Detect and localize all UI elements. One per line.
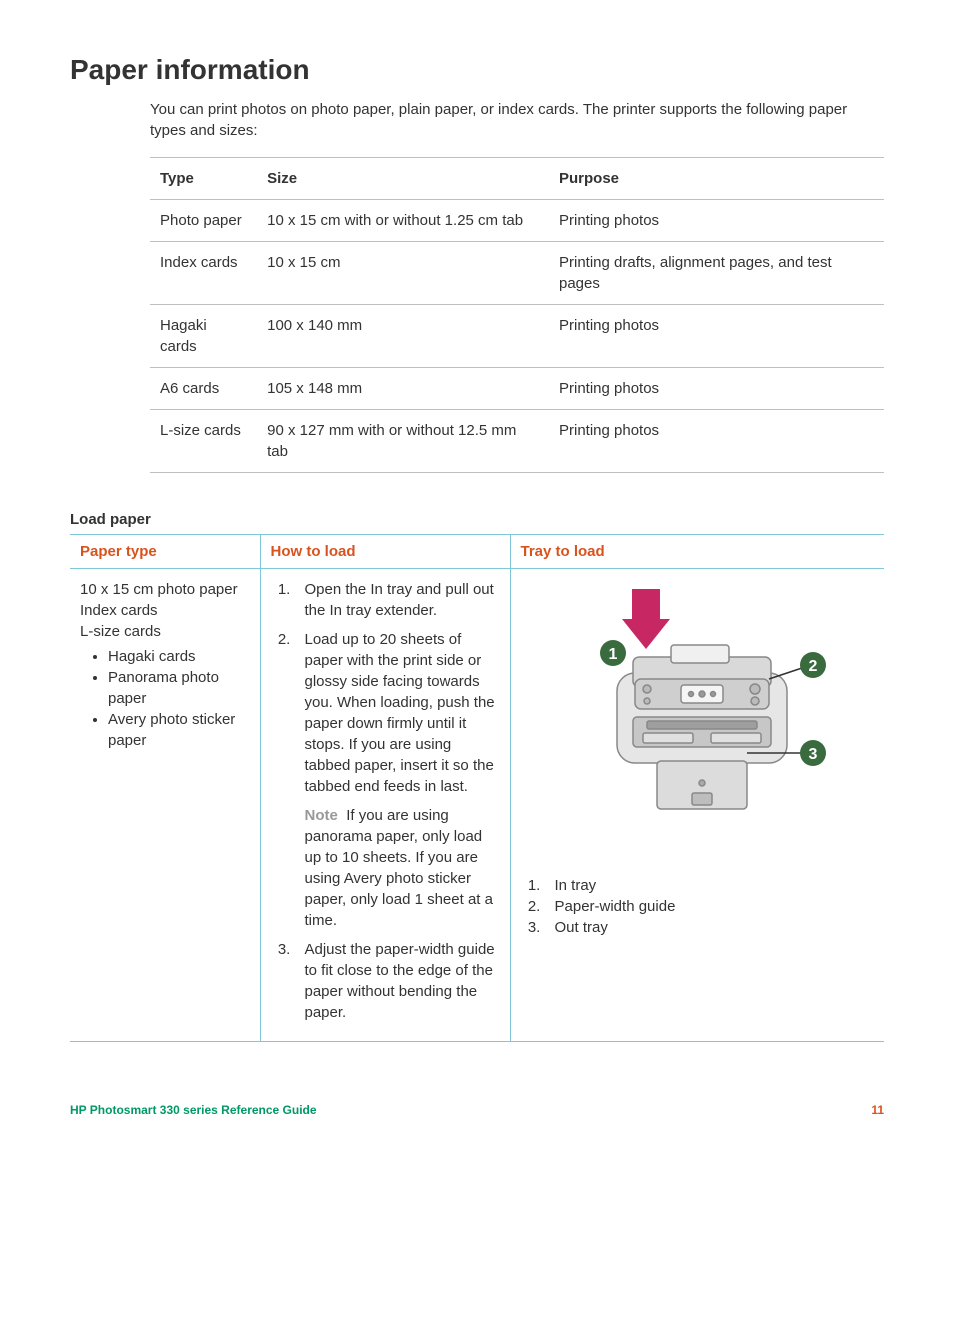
diagram-label: Out tray [545,917,875,938]
diagram-label: In tray [545,875,875,896]
paper-type-bullet: Panorama photo paper [108,667,250,709]
printer-diagram: 1 [547,583,847,863]
spec-cell: 105 x 148 mm [257,368,549,410]
spec-cell: A6 cards [150,368,257,410]
diagram-label: Paper-width guide [545,896,875,917]
tray-cell: 1 [510,569,884,1042]
spec-cell: Printing photos [549,410,884,473]
load-header-howto: How to load [260,535,510,569]
intro-text: You can print photos on photo paper, pla… [150,99,884,141]
page-title: Paper information [70,50,884,89]
spec-cell: Printing drafts, alignment pages, and te… [549,242,884,305]
paper-type-bullet: Hagaki cards [108,646,250,667]
svg-text:2: 2 [809,658,818,675]
step: Adjust the paper-width guide to fit clos… [295,939,500,1023]
spec-cell: Printing photos [549,200,884,242]
footer-page: 11 [871,1102,884,1119]
note-text: If you are using panorama paper, only lo… [305,807,493,929]
step: Open the In tray and pull out the In tra… [295,579,500,621]
spec-cell: 10 x 15 cm with or without 1.25 cm tab [257,200,549,242]
paper-type-line: L-size cards [80,621,250,642]
step: Load up to 20 sheets of paper with the p… [295,629,500,931]
spec-cell: 100 x 140 mm [257,305,549,368]
spec-header-size: Size [257,158,549,200]
load-header-tray: Tray to load [510,535,884,569]
load-header-papertype: Paper type [70,535,260,569]
spec-header-purpose: Purpose [549,158,884,200]
paper-type-bullet: Avery photo sticker paper [108,709,250,751]
spec-cell: L-size cards [150,410,257,473]
spec-cell: Hagaki cards [150,305,257,368]
spec-cell: 90 x 127 mm with or without 12.5 mm tab [257,410,549,473]
load-table: Paper type How to load Tray to load 10 x… [70,534,884,1042]
note-block: Note If you are using panorama paper, on… [305,805,500,931]
spec-table: Type Size Purpose Photo paper10 x 15 cm … [150,157,884,473]
svg-text:3: 3 [809,746,818,763]
load-heading: Load paper [70,509,884,530]
paper-type-line: Index cards [80,600,250,621]
spec-cell: Photo paper [150,200,257,242]
footer-title: HP Photosmart 330 series Reference Guide [70,1102,317,1119]
spec-cell: 10 x 15 cm [257,242,549,305]
spec-header-type: Type [150,158,257,200]
paper-type-line: 10 x 15 cm photo paper [80,579,250,600]
step-text: Load up to 20 sheets of paper with the p… [305,631,495,795]
svg-text:1: 1 [609,646,618,663]
note-label: Note [305,807,338,824]
paper-type-cell: 10 x 15 cm photo paper Index cards L-siz… [70,569,260,1042]
spec-cell: Index cards [150,242,257,305]
how-to-load-cell: Open the In tray and pull out the In tra… [260,569,510,1042]
page-footer: HP Photosmart 330 series Reference Guide… [70,1102,884,1119]
spec-cell: Printing photos [549,305,884,368]
spec-cell: Printing photos [549,368,884,410]
